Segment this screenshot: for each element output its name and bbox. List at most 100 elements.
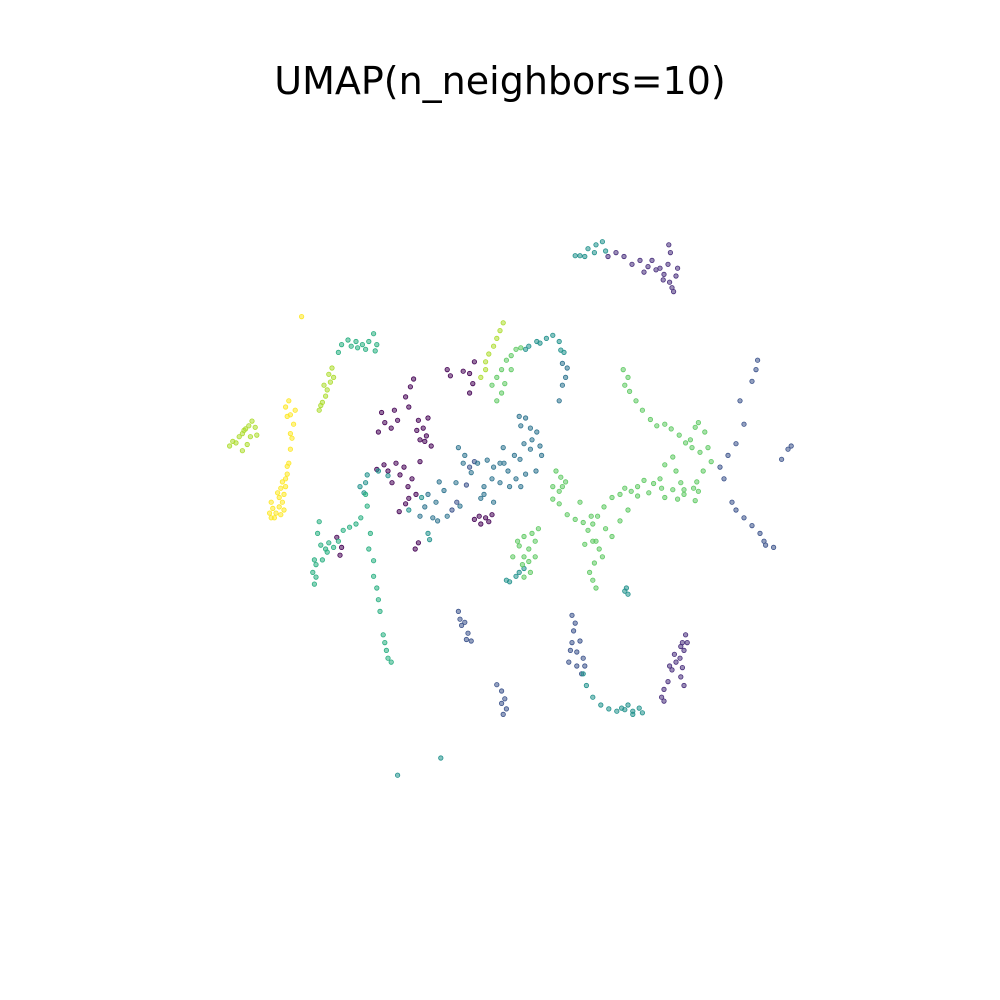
data-point <box>346 524 353 530</box>
data-point <box>266 510 273 516</box>
data-point <box>233 440 239 446</box>
data-point <box>737 398 743 404</box>
data-point <box>527 569 534 576</box>
data-point <box>476 513 482 519</box>
data-point <box>490 464 497 470</box>
data-point <box>497 460 503 466</box>
data-point <box>406 404 412 410</box>
data-point <box>721 476 727 482</box>
data-point <box>433 499 439 505</box>
data-point <box>594 513 601 519</box>
data-point <box>401 464 407 470</box>
data-point <box>513 476 519 482</box>
data-point <box>733 441 739 447</box>
data-point <box>254 432 260 438</box>
data-point <box>602 248 609 254</box>
data-point <box>471 516 477 523</box>
data-point <box>778 456 785 462</box>
data-point <box>559 483 566 490</box>
data-point <box>397 472 403 478</box>
data-point <box>618 705 625 711</box>
data-point <box>534 429 540 435</box>
data-point <box>337 552 343 558</box>
data-point <box>637 257 643 263</box>
data-point <box>529 437 535 443</box>
data-point <box>533 468 539 474</box>
data-point <box>385 655 391 661</box>
data-point <box>558 474 564 480</box>
data-point <box>628 488 634 494</box>
data-point <box>316 407 322 413</box>
data-point <box>382 419 388 426</box>
data-point <box>364 503 370 509</box>
data-point <box>669 667 675 673</box>
data-point <box>684 639 690 646</box>
data-point <box>702 429 708 435</box>
data-point <box>662 494 668 501</box>
data-point <box>602 526 609 532</box>
data-point <box>402 394 409 400</box>
data-point <box>582 541 588 547</box>
data-point <box>754 357 761 363</box>
data-point <box>279 499 285 505</box>
data-point <box>785 446 791 452</box>
data-point <box>613 250 619 256</box>
data-point <box>338 341 345 348</box>
data-point <box>609 533 615 540</box>
data-point <box>692 424 698 430</box>
data-point <box>633 398 639 404</box>
data-point <box>729 499 735 505</box>
data-point <box>380 632 386 638</box>
data-point <box>566 659 572 665</box>
data-point <box>550 332 556 338</box>
data-point <box>284 463 290 469</box>
data-point <box>639 407 646 413</box>
data-point <box>513 573 519 579</box>
data-point <box>526 343 532 349</box>
data-point <box>550 483 556 490</box>
data-point <box>650 480 657 487</box>
data-point <box>471 359 477 365</box>
data-point <box>521 441 527 447</box>
data-point <box>660 277 666 283</box>
data-point <box>426 536 433 543</box>
data-point <box>630 711 636 718</box>
data-point <box>593 585 599 591</box>
data-point <box>330 544 337 551</box>
data-point <box>621 253 627 260</box>
data-point <box>246 423 252 429</box>
data-point <box>609 494 615 501</box>
data-point <box>519 561 526 568</box>
data-point <box>673 659 679 665</box>
data-point <box>521 574 527 580</box>
data-point <box>538 452 545 458</box>
data-point <box>489 476 495 482</box>
data-point <box>527 446 534 452</box>
data-point <box>717 464 723 470</box>
data-point <box>359 341 365 348</box>
scatter-points <box>227 239 794 778</box>
data-point <box>564 365 570 371</box>
data-point <box>278 485 284 491</box>
data-point <box>436 479 442 485</box>
data-point <box>417 513 423 519</box>
data-point <box>513 346 519 352</box>
data-point <box>567 647 574 654</box>
data-point <box>460 368 466 374</box>
data-point <box>370 558 377 564</box>
data-point <box>418 494 425 501</box>
data-point <box>676 432 682 438</box>
data-point <box>478 374 484 380</box>
data-point <box>681 647 687 654</box>
data-point <box>458 622 465 629</box>
data-point <box>383 647 389 654</box>
data-point <box>510 554 516 560</box>
data-point <box>757 530 763 537</box>
data-point <box>518 483 524 490</box>
data-point <box>570 628 577 634</box>
data-point <box>489 382 495 388</box>
data-point <box>622 382 628 388</box>
data-point <box>370 331 377 337</box>
data-point <box>681 487 687 493</box>
data-point <box>484 457 490 463</box>
